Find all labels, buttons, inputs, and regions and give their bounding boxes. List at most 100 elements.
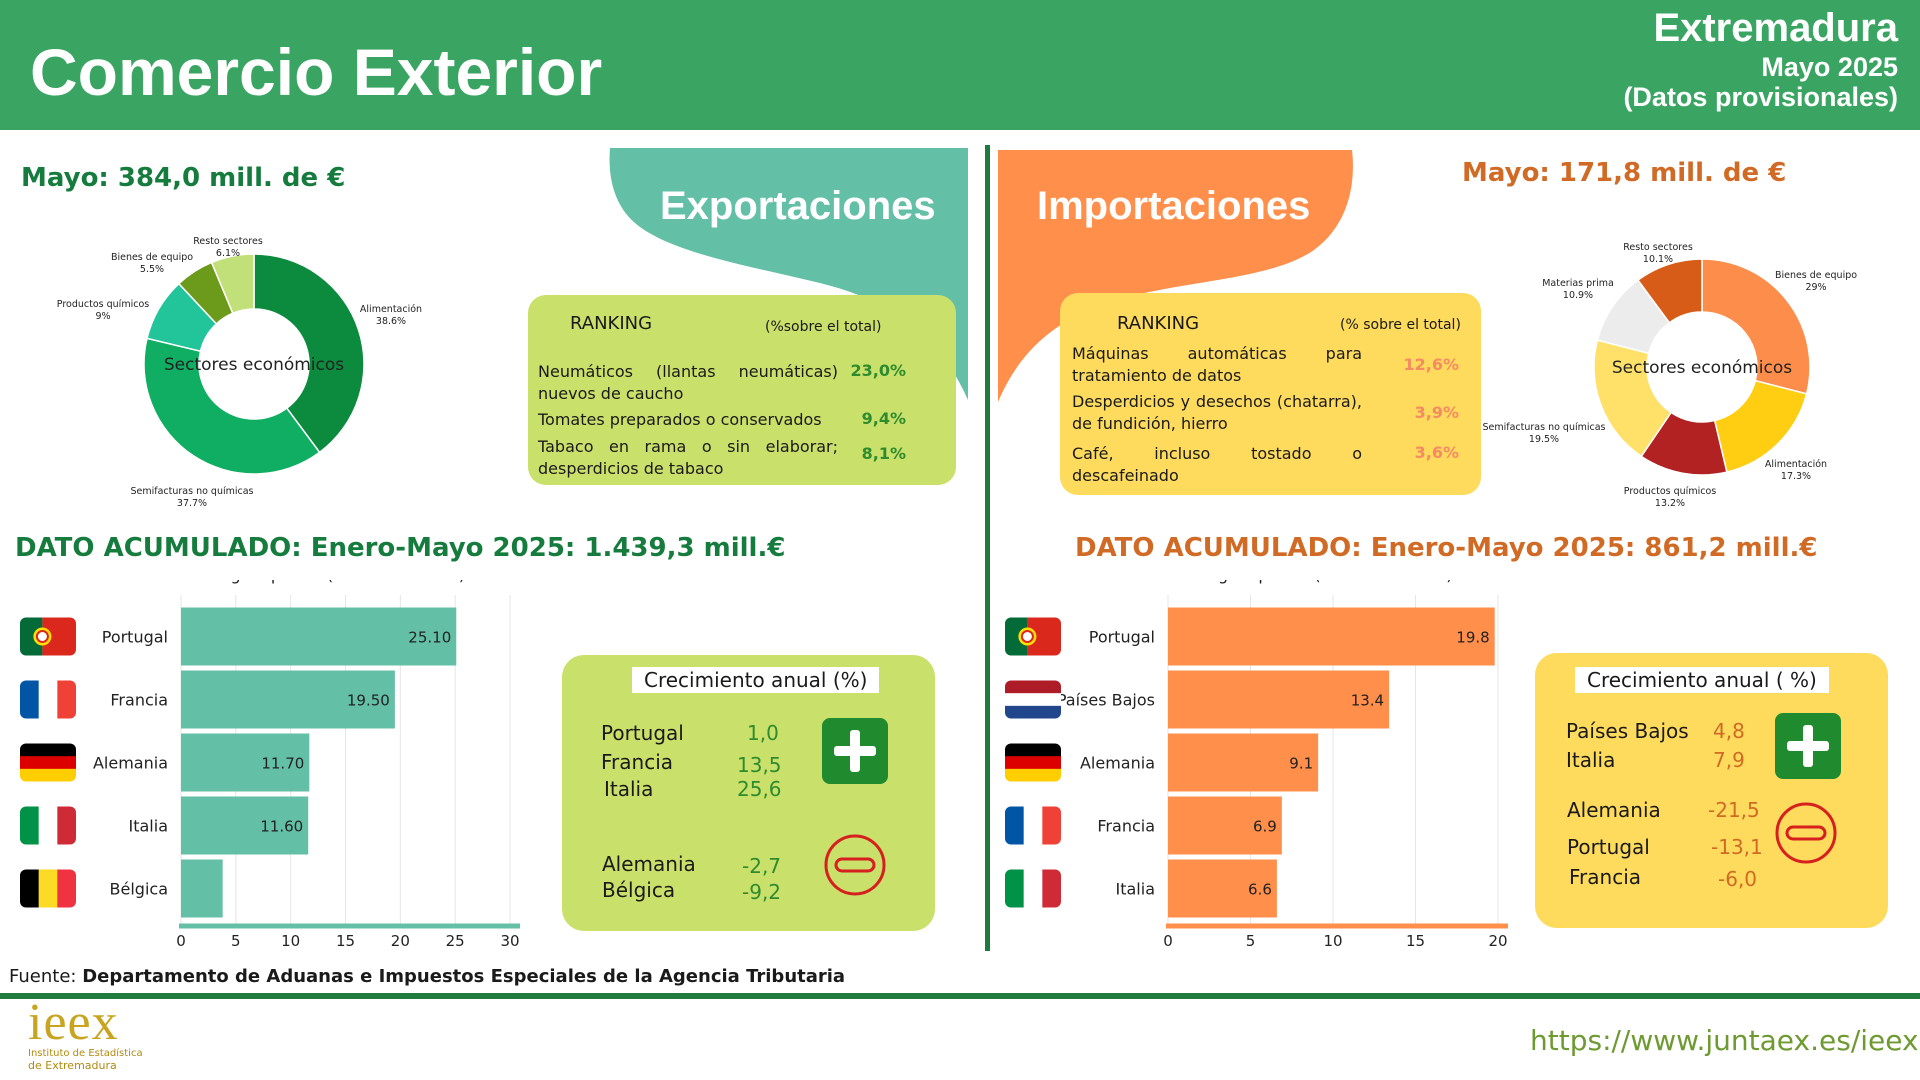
bar-value-label: 19.50 (347, 692, 390, 710)
x-tick-label: 30 (500, 932, 519, 950)
growth-value: 13,5 (737, 753, 782, 777)
bar (181, 796, 309, 855)
bar-value-label: 6.6 (1248, 881, 1272, 899)
slice-value-label: 38.6% (376, 316, 406, 327)
ranking-item-pct: 9,4% (861, 409, 906, 428)
category-label: Portugal (1089, 628, 1155, 647)
footer-divider (0, 993, 1920, 999)
exports-ranking-box: RANKING (%sobre el total) Neumáticos (ll… (528, 295, 956, 485)
growth-value: -6,0 (1718, 867, 1758, 891)
ranking-item-name: Café, incluso tostado o descafeinado (1072, 444, 1362, 485)
growth-value: 4,8 (1713, 719, 1745, 743)
slice-value-label: 5.5% (140, 264, 164, 275)
bar (1168, 733, 1319, 792)
bar-value-label: 9.1 (1289, 755, 1313, 773)
imports-growth-box: Crecimiento anual ( %) Países Bajos 4,8 … (1535, 653, 1888, 928)
flag-portugal-icon (20, 617, 76, 656)
growth-value: 7,9 (1713, 748, 1745, 772)
ranking-item-pct: 8,1% (861, 444, 906, 463)
donut-slice (1636, 258, 1703, 324)
donut-slice (210, 253, 255, 315)
ranking-item-pct: 12,6% (1403, 355, 1459, 374)
ranking-subtitle: (%sobre el total) (765, 319, 882, 335)
page-title: Comercio Exterior (30, 35, 603, 109)
period-label: Mayo 2025 (1761, 52, 1898, 82)
donut-center-label: Sectores económicos (1612, 358, 1792, 378)
slice-value-label: 9% (95, 311, 110, 322)
plus-icon (1775, 713, 1841, 779)
ranking-item-pct: 3,6% (1414, 443, 1459, 462)
growth-country: Francia (601, 750, 674, 774)
growth-country: Francia (1569, 865, 1642, 889)
source-text: Departamento de Aduanas e Impuestos Espe… (82, 966, 846, 987)
slice-label: Alimentación (1765, 459, 1827, 470)
chart-title: Ranking de países (% sobre el total) (1163, 580, 1452, 584)
slice-label: Alimentación (360, 304, 422, 315)
bar (1168, 859, 1277, 918)
ranking-item-name: Desperdicios y desechos (chatarra), de f… (1072, 392, 1362, 433)
x-tick-label: 25 (446, 932, 465, 950)
slice-value-label: 10.1% (1643, 254, 1673, 265)
growth-country: Alemania (602, 852, 696, 876)
growth-value: 25,6 (737, 777, 782, 801)
ranking-item-pct: 3,9% (1414, 403, 1459, 422)
growth-country: Países Bajos (1566, 719, 1689, 743)
exports-accumulated-total: DATO ACUMULADO: Enero-Mayo 2025: 1.439,3… (15, 533, 786, 563)
imports-countries-bar-chart: 0 5 10 15 20 Ranking de países (% sobre el to… (1005, 580, 1508, 950)
category-label: Italia (1116, 880, 1156, 899)
growth-country: Italia (1566, 748, 1616, 772)
source-label: Fuente: (9, 966, 77, 987)
region-name: Extremadura (1653, 6, 1898, 50)
slice-value-label: 37.7% (177, 498, 207, 509)
slice-value-label: 17.3% (1781, 471, 1811, 482)
growth-value: -2,7 (742, 854, 782, 878)
flag-italy-icon (1005, 869, 1061, 908)
flag-germany-icon (20, 743, 76, 782)
flag-italy-icon (20, 806, 76, 845)
bar-value-label: 25.10 (408, 629, 451, 647)
logo-line2: de Extremadura (28, 1059, 117, 1072)
imports-accumulated-total: DATO ACUMULADO: Enero-Mayo 2025: 861,2 m… (1075, 533, 1818, 563)
x-tick-label: 10 (281, 932, 300, 950)
slice-value-label: 19.5% (1529, 434, 1559, 445)
category-label: Francia (1097, 817, 1155, 836)
bar-value-label: 11.70 (261, 755, 304, 773)
donut-slice (1593, 339, 1673, 458)
slice-label: Productos químicos (1624, 486, 1716, 497)
slice-label: Bienes de equipo (111, 252, 193, 263)
x-tick-label: 5 (231, 932, 241, 950)
slice-label: Productos químicos (57, 299, 149, 310)
plus-icon (822, 718, 888, 784)
growth-country: Alemania (1567, 798, 1661, 822)
slice-label: Semifacturas no químicas (1482, 422, 1605, 433)
bar-value-label: 13.4 (1351, 692, 1384, 710)
bar (181, 733, 310, 792)
slice-value-label: 29% (1805, 282, 1826, 293)
slice-label: Materias prima (1542, 278, 1614, 289)
ranking-subtitle: (% sobre el total) (1340, 317, 1461, 333)
category-label: Alemania (1080, 754, 1155, 773)
exports-label: Exportaciones (660, 184, 936, 228)
imports-ranking-box: RANKING (% sobre el total) Máquinas auto… (1060, 293, 1481, 495)
provisional-note: (Datos provisionales) (1623, 82, 1898, 112)
source-note: Fuente: Departamento de Aduanas e Impues… (9, 966, 845, 987)
growth-title: Crecimiento anual (%) (632, 667, 880, 693)
flag-netherlands-icon (1005, 680, 1061, 719)
bar (181, 607, 457, 666)
donut-slice (143, 337, 321, 475)
flag-france-icon (1005, 806, 1061, 845)
slice-value-label: 10.9% (1563, 290, 1593, 301)
website-link[interactable]: https://www.juntaex.es/ieex (1530, 1024, 1919, 1057)
donut-slice (1701, 258, 1811, 395)
ranking-item-name: Tabaco en rama o sin elaborar; desperdic… (538, 437, 838, 478)
bar-value-label: 6.9 (1253, 818, 1277, 836)
slice-label: Resto sectores (1623, 242, 1693, 253)
ranking-item-pct: 23,0% (850, 361, 906, 380)
header-info: Extremadura Mayo 2025 (Datos provisional… (1623, 4, 1898, 112)
exports-growth-box: Crecimiento anual (%) Portugal 1,0 Franc… (562, 655, 935, 931)
ranking-item-name: Máquinas automáticas para tratamiento de… (1072, 344, 1362, 385)
slice-label: Resto sectores (193, 236, 263, 247)
donut-slice (253, 253, 365, 454)
